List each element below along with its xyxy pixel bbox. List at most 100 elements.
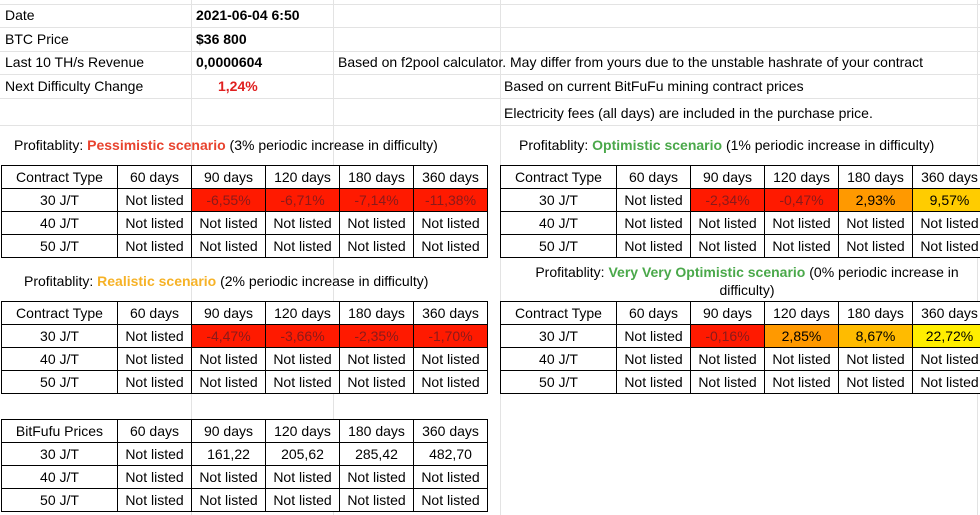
value-cell: Not listed [191, 370, 266, 394]
value-cell: Not listed [339, 465, 414, 489]
value-cell: Not listed [117, 370, 192, 394]
value-cell: Not listed [339, 211, 414, 235]
realistic-table: Contract Type 60 days 90 days 120 days 180 d… [1, 301, 488, 394]
contract-type-cell: 50 J/T [500, 234, 617, 258]
table-header-row: BitFufu Prices 60 days 90 days 120 days 180 … [1, 419, 488, 443]
column-header: 60 days [117, 301, 192, 325]
value-cell: Not listed [117, 347, 192, 371]
table-row: 30 J/T Not listed -6,55% -6,71% -7,14% -11,38… [1, 188, 488, 212]
value-cell: Not listed [912, 347, 980, 371]
realistic-title: Profitablity: Realistic scenario (2% per… [24, 272, 428, 290]
table-row: 50 J/T Not listed Not listed Not listed Not … [1, 370, 488, 394]
value-cell: Not listed [912, 234, 980, 258]
value-cell: -3,66% [265, 324, 340, 348]
bitfufu-prices-table: BitFufu Prices 60 days 90 days 120 days 180 … [1, 419, 488, 512]
value-cell: Not listed [413, 370, 488, 394]
value-cell: Not listed [191, 347, 266, 371]
table-header-row: Contract Type 60 days 90 days 120 days 180 d… [1, 301, 488, 325]
scenario-prefix: Profitablity: [535, 264, 609, 280]
contract-type-cell: 40 J/T [1, 211, 118, 235]
column-header: 120 days [764, 301, 839, 325]
electricity-note: Electricity fees (all days) are included… [504, 105, 873, 121]
column-header: Contract Type [500, 165, 617, 189]
contract-type-cell: 50 J/T [1, 370, 118, 394]
value-cell: Not listed [764, 347, 839, 371]
value-cell: Not listed [838, 211, 913, 235]
value-cell: Not listed [265, 370, 340, 394]
table-header-row: Contract Type 60 days 90 days 120 days 180 d… [500, 301, 980, 325]
table-row: 40 J/T Not listed Not listed Not listed Not … [1, 465, 488, 489]
column-header: 180 days [838, 301, 913, 325]
contract-type-cell: 30 J/T [1, 442, 118, 466]
value-cell: Not listed [616, 188, 691, 212]
contract-type-cell: 40 J/T [500, 347, 617, 371]
realistic-scenario-name: Realistic scenario [97, 273, 217, 289]
column-header: 120 days [265, 165, 340, 189]
value-cell: Not listed [616, 370, 691, 394]
table-row: 30 J/T Not listed 161,22 205,62 285,42 482,70 [1, 442, 488, 466]
difficulty-value: 1,24% [218, 78, 258, 94]
value-cell: -6,71% [265, 188, 340, 212]
date-label: Date [5, 7, 35, 23]
value-cell: -7,14% [339, 188, 414, 212]
scenario-suffix: (3% periodic increase in difficulty) [225, 137, 438, 153]
table-row: 30 J/T Not listed -2,34% -0,47% 2,93% 9,57% [500, 188, 980, 212]
column-header: 90 days [191, 301, 266, 325]
column-header: BitFufu Prices [1, 419, 118, 443]
value-cell: Not listed [117, 465, 192, 489]
value-cell: Not listed [690, 234, 765, 258]
very-optimistic-table: Contract Type 60 days 90 days 120 days 180 d… [500, 301, 980, 394]
value-cell: Not listed [912, 370, 980, 394]
table-row: 30 J/T Not listed -0,16% 2,85% 8,67% 22,72% [500, 324, 980, 348]
contract-type-cell: 40 J/T [500, 211, 617, 235]
column-header: 60 days [616, 165, 691, 189]
column-header: 360 days [413, 301, 488, 325]
value-cell: -2,35% [339, 324, 414, 348]
value-cell: Not listed [690, 211, 765, 235]
pessimistic-title: Profitablity: Pessimistic scenario (3% p… [14, 136, 438, 154]
value-cell: 482,70 [413, 442, 488, 466]
value-cell: Not listed [265, 488, 340, 512]
value-cell: Not listed [616, 234, 691, 258]
value-cell: Not listed [413, 488, 488, 512]
contract-type-cell: 30 J/T [1, 324, 118, 348]
value-cell: Not listed [764, 234, 839, 258]
value-cell: Not listed [265, 465, 340, 489]
pessimistic-scenario-name: Pessimistic scenario [87, 137, 226, 153]
column-header: 360 days [413, 165, 488, 189]
value-cell: Not listed [413, 465, 488, 489]
value-cell: Not listed [838, 347, 913, 371]
value-cell: Not listed [838, 234, 913, 258]
value-cell: -2,34% [690, 188, 765, 212]
table-row: 40 J/T Not listed Not listed Not listed Not … [500, 347, 980, 371]
value-cell: Not listed [117, 442, 192, 466]
column-header: 90 days [690, 165, 765, 189]
contract-type-cell: 40 J/T [1, 465, 118, 489]
table-row: 30 J/T Not listed -4,47% -3,66% -2,35% -1,70% [1, 324, 488, 348]
value-cell: 161,22 [191, 442, 266, 466]
contract-type-cell: 50 J/T [1, 234, 118, 258]
btc-price-label: BTC Price [5, 31, 69, 47]
value-cell: Not listed [265, 234, 340, 258]
date-value: 2021-06-04 6:50 [196, 7, 300, 23]
very-optimistic-title: Profitablity: Very Very Optimistic scena… [517, 263, 977, 299]
contract-type-cell: 30 J/T [1, 188, 118, 212]
column-header: Contract Type [500, 301, 617, 325]
value-cell: Not listed [117, 324, 192, 348]
scenario-suffix: (1% periodic increase in difficulty) [722, 137, 935, 153]
value-cell: 2,85% [764, 324, 839, 348]
optimistic-table: Contract Type 60 days 90 days 120 days 180 d… [500, 165, 980, 258]
column-header: 60 days [117, 165, 192, 189]
table-row: 50 J/T Not listed Not listed Not listed Not … [500, 234, 980, 258]
value-cell: Not listed [764, 211, 839, 235]
column-header: 180 days [339, 165, 414, 189]
table-row: 40 J/T Not listed Not listed Not listed Not … [1, 347, 488, 371]
value-cell: Not listed [616, 347, 691, 371]
contract-type-cell: 50 J/T [1, 488, 118, 512]
value-cell: Not listed [339, 488, 414, 512]
table-header-row: Contract Type 60 days 90 days 120 days 180 d… [1, 165, 488, 189]
value-cell: 22,72% [912, 324, 980, 348]
value-cell: Not listed [413, 234, 488, 258]
value-cell: -0,47% [764, 188, 839, 212]
contract-type-cell: 50 J/T [500, 370, 617, 394]
